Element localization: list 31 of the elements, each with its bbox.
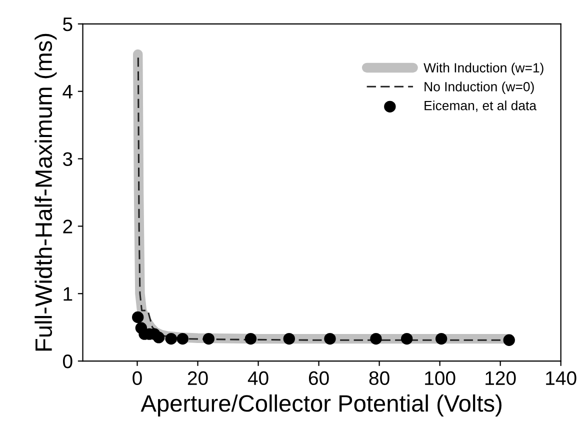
point [244, 332, 257, 345]
point [202, 332, 214, 345]
x-tick-label: 140 [546, 371, 576, 386]
x-axis-title: Aperture/Collector Potential (Volts) [140, 394, 502, 416]
point [503, 334, 515, 346]
y-axis-title: Full-Width-Half-Maximum (ms) [34, 34, 57, 351]
legend-label: Eiceman, et al data [424, 100, 537, 112]
point [165, 332, 177, 345]
x-tick-label: 0 [132, 371, 142, 386]
x-tick-label: 80 [369, 371, 390, 386]
y-tick-label: 5 [63, 18, 72, 32]
point [400, 332, 413, 345]
point [435, 332, 448, 345]
y-tick-label: 4 [62, 85, 72, 98]
y-tick-label: 0 [63, 354, 72, 368]
legend-label: With Induction (w=1) [424, 62, 544, 76]
point [370, 332, 382, 345]
point [152, 332, 165, 344]
x-tick-label: 100 [425, 371, 456, 386]
point [283, 332, 295, 345]
point [324, 332, 336, 345]
point [132, 311, 144, 324]
x-tick-label: 40 [248, 371, 268, 386]
y-tick-label: 1 [64, 287, 72, 301]
point [176, 332, 188, 345]
legend-label: No Induction (w=0) [424, 82, 534, 94]
y-tick-label: 3 [62, 152, 72, 166]
x-tick-label: 60 [308, 371, 329, 386]
x-tick-label: 120 [486, 371, 516, 386]
x-tick-label: 20 [188, 371, 208, 386]
y-tick-label: 2 [63, 220, 72, 234]
